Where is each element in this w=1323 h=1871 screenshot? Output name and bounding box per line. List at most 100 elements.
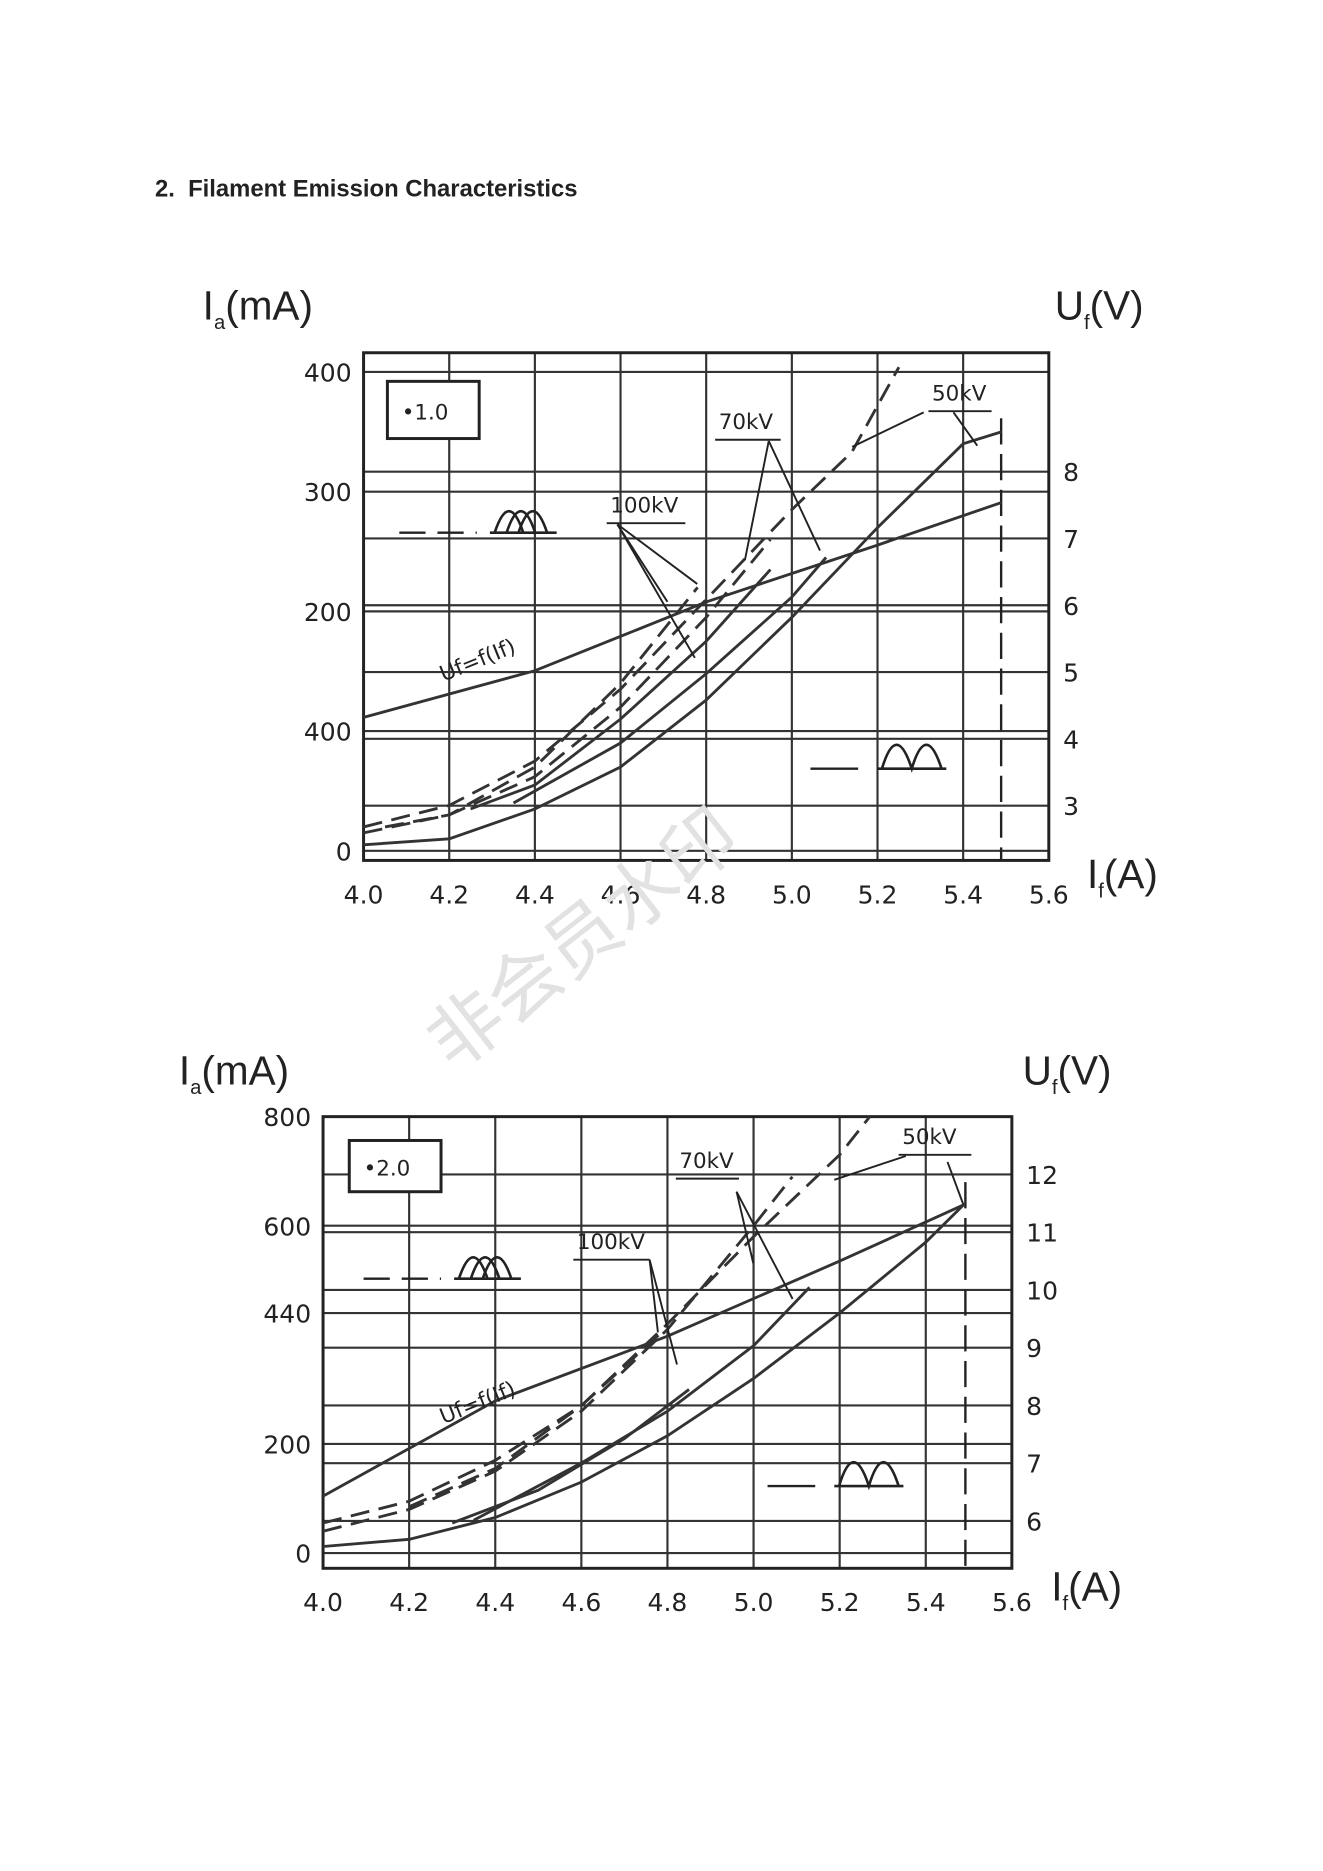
x-tick-label: 5.0 [734, 1588, 774, 1617]
curve-label: 70kV [719, 410, 774, 435]
legend-icon [834, 1461, 904, 1491]
curve-label: 100kV [610, 493, 678, 518]
leader-line [833, 1155, 907, 1181]
mode-box [385, 379, 481, 441]
x-tick-label: 4.2 [389, 1588, 429, 1617]
x-tick-label: 4.2 [429, 880, 469, 909]
y-tick-label: 600 [263, 1212, 311, 1241]
x-tick-label: 5.2 [820, 1588, 860, 1617]
axis-unit: (mA) [225, 282, 313, 328]
y-tick-label: 0 [336, 837, 352, 866]
x-tick-label: 5.4 [906, 1588, 946, 1617]
leader-line [616, 523, 669, 603]
y-axis-label: Ia(mA) [203, 282, 313, 334]
leader-line [743, 440, 770, 561]
x-tick-label: 5.6 [1029, 880, 1069, 909]
leader-line [616, 523, 696, 659]
curve [322, 1202, 966, 1548]
y2-tick-label: 8 [1063, 458, 1079, 487]
axis-symbol: I [203, 282, 214, 328]
x-tick-label: 4.0 [303, 1588, 343, 1617]
x-tick-label: 5.0 [772, 880, 812, 909]
curve [512, 556, 828, 805]
axis-unit: (A) [1068, 1563, 1122, 1609]
curve [322, 1203, 966, 1498]
curve [322, 1175, 794, 1533]
y2-tick-label: 6 [1026, 1507, 1042, 1536]
axis-subscript: f [1098, 880, 1104, 902]
y-tick-label: 400 [304, 358, 352, 387]
curve [363, 501, 1003, 719]
axis-unit: (mA) [201, 1047, 289, 1093]
curve [451, 1388, 690, 1525]
leader-line [952, 411, 979, 447]
curve [384, 586, 699, 829]
leader-line [851, 411, 925, 448]
mode-box [347, 1138, 443, 1194]
curve-label: 100kV [577, 1230, 645, 1255]
curve [363, 366, 901, 829]
axis-symbol: I [179, 1047, 190, 1093]
plot-frame [362, 351, 1051, 862]
watermark: 非会员水印 [412, 792, 754, 1085]
y2-tick-label: 12 [1026, 1161, 1058, 1190]
axis-symbol: I [1051, 1563, 1062, 1609]
y2-axis-label: Uf(V) [1023, 1047, 1112, 1099]
y2-tick-label: 11 [1026, 1219, 1058, 1248]
y-tick-label: 200 [304, 598, 352, 627]
x-tick-label: 5.6 [992, 1588, 1032, 1617]
leader-line [616, 523, 698, 585]
curve [363, 430, 1003, 847]
legend-icon [489, 510, 557, 535]
y-tick-label: 300 [304, 478, 352, 507]
axis-symbol: U [1055, 282, 1084, 328]
curve-label: 70kV [679, 1149, 734, 1174]
axis-subscript: f [1062, 1593, 1068, 1615]
y2-tick-label: 6 [1063, 592, 1079, 621]
axis-subscript: f [1084, 312, 1090, 334]
section-title: 2. Filament Emission Characteristics [155, 176, 577, 203]
leader-line [735, 1191, 755, 1264]
plot-frame [321, 1115, 1014, 1570]
y-tick-label: 400 [304, 718, 352, 747]
legend-icon [454, 1256, 521, 1281]
y2-tick-label: 9 [1026, 1334, 1042, 1363]
x-tick-label: 4.6 [561, 1588, 601, 1617]
x-tick-label: 5.4 [943, 880, 983, 909]
curve [363, 538, 772, 835]
leader-line [648, 1259, 678, 1365]
curve [470, 568, 772, 811]
x-axis-label: If(A) [1051, 1563, 1122, 1615]
curve-label: 50kV [932, 381, 987, 406]
axis-subscript: a [214, 312, 226, 334]
y-axis-label: Ia(mA) [179, 1047, 289, 1099]
y2-tick-label: 4 [1063, 725, 1079, 754]
curve-label: Uf=f(If) [436, 1377, 519, 1430]
y2-tick-label: 10 [1026, 1276, 1058, 1305]
curve [473, 1286, 811, 1522]
curve [408, 1333, 660, 1508]
x-axis-label: If(A) [1087, 851, 1158, 903]
axis-unit: (A) [1104, 851, 1158, 897]
x-tick-label: 5.2 [858, 880, 898, 909]
y2-tick-label: 8 [1026, 1392, 1042, 1421]
leader-line [648, 1259, 659, 1333]
y2-tick-label: 7 [1063, 525, 1079, 554]
axis-symbol: I [1087, 851, 1098, 897]
y-tick-label: 440 [263, 1300, 311, 1329]
y-tick-label: 800 [263, 1103, 311, 1132]
y2-axis-label: Uf(V) [1055, 282, 1144, 334]
x-tick-label: 4.6 [601, 880, 641, 909]
leader-line [946, 1161, 964, 1204]
axis-subscript: a [190, 1077, 202, 1099]
y-tick-label: 200 [263, 1430, 311, 1459]
axis-unit: (V) [1090, 282, 1144, 328]
curve-label: 50kV [902, 1125, 957, 1150]
mode-label: •1.0 [402, 400, 449, 425]
mode-label: •2.0 [364, 1157, 411, 1182]
legend-icon [877, 743, 947, 774]
x-tick-label: 4.0 [344, 880, 384, 909]
y2-tick-label: 7 [1026, 1450, 1042, 1479]
